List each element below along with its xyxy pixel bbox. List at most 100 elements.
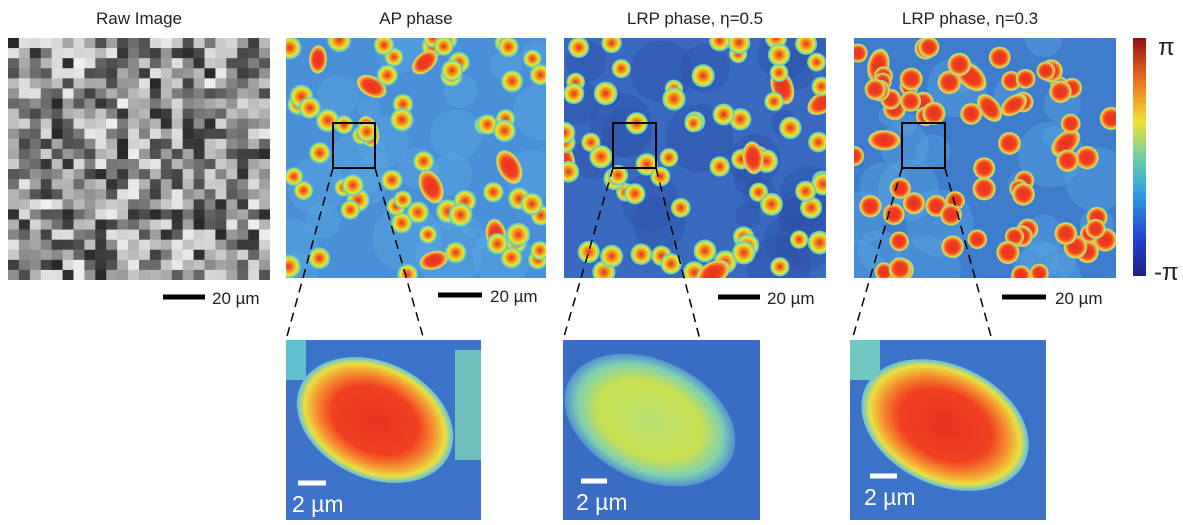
pixel (106, 38, 118, 49)
pixel (62, 38, 74, 49)
pixel (95, 269, 107, 280)
pixel (139, 38, 151, 49)
pixel (29, 219, 42, 231)
pixel (204, 68, 216, 79)
pixel (8, 48, 20, 59)
panel-title: LRP phase, η=0.5 (627, 9, 763, 28)
cell (767, 43, 791, 67)
pixel (51, 199, 64, 210)
colorbar (1133, 38, 1146, 276)
pixel (259, 88, 270, 99)
pixel (160, 209, 173, 220)
scale-label: 20 µm (490, 287, 538, 306)
cell (411, 49, 438, 75)
pixel (226, 38, 238, 49)
pixel (171, 259, 184, 271)
pixel (40, 78, 53, 89)
pixel (171, 219, 184, 231)
pixel (95, 239, 107, 251)
pixel (51, 118, 64, 130)
pixel (51, 68, 64, 79)
pixel (8, 78, 20, 89)
background-patch (589, 93, 653, 157)
pixel (95, 148, 107, 160)
pixel (40, 269, 53, 280)
pixel (73, 148, 85, 160)
pixel (84, 159, 96, 170)
pixel (193, 229, 205, 241)
pixel (62, 118, 74, 130)
pixel (73, 58, 85, 69)
cell (854, 43, 868, 63)
background-patch (513, 83, 546, 141)
pixel (62, 58, 74, 69)
pixel (259, 108, 270, 120)
background-patch (1025, 38, 1063, 57)
cell (340, 200, 361, 220)
ap-phase-image (286, 38, 546, 278)
pixel (40, 148, 53, 160)
pixel (248, 259, 260, 271)
pixel (84, 179, 96, 190)
pixel (117, 108, 129, 120)
pixel (84, 108, 96, 120)
pixel (215, 88, 227, 99)
pixel (8, 68, 20, 79)
pixel (73, 259, 85, 271)
pixel (51, 159, 64, 170)
pixel (95, 179, 107, 190)
cell (888, 257, 912, 278)
pixel (193, 199, 205, 210)
pixel (73, 128, 85, 140)
pixel (8, 239, 20, 251)
pixel (95, 78, 107, 89)
pixel (149, 169, 162, 180)
pixel (51, 229, 64, 241)
pixel (182, 259, 195, 271)
pixel (128, 229, 140, 241)
pixel (95, 38, 107, 49)
pixel (40, 118, 53, 130)
pixel (40, 98, 53, 110)
pixel (18, 58, 31, 69)
pixel (51, 239, 64, 251)
cell (1029, 263, 1049, 278)
pixel (51, 38, 64, 49)
pixel (139, 209, 151, 220)
pixel (226, 138, 238, 150)
pixel (95, 108, 107, 120)
pixel (84, 269, 96, 280)
scale-label: 20 µm (767, 289, 815, 308)
pixel (226, 88, 238, 99)
pixel (117, 128, 129, 140)
background-patch (1019, 240, 1060, 278)
pixel (259, 148, 270, 160)
pixel (248, 229, 260, 241)
colorbar-max: π (1158, 34, 1175, 61)
cell (795, 38, 818, 55)
pixel (117, 78, 129, 89)
pixel (171, 48, 184, 59)
cell (520, 192, 543, 216)
pixel (149, 219, 162, 231)
pixel (160, 269, 173, 280)
pixel (62, 108, 74, 120)
pixel (117, 169, 129, 180)
pixel (237, 148, 249, 160)
pixel (237, 138, 249, 150)
pixel (62, 179, 74, 190)
pixel (237, 239, 249, 251)
pixel (171, 38, 184, 49)
pixel (73, 209, 85, 220)
pixel (182, 239, 195, 251)
pixel (215, 98, 227, 110)
pixel (73, 118, 85, 130)
pixel (237, 169, 249, 180)
cell (996, 240, 1020, 265)
pixel (193, 108, 205, 120)
pixel (204, 249, 216, 261)
pixel (73, 239, 85, 251)
pixel (84, 68, 96, 79)
pixel (128, 138, 140, 150)
pixel (128, 169, 140, 180)
